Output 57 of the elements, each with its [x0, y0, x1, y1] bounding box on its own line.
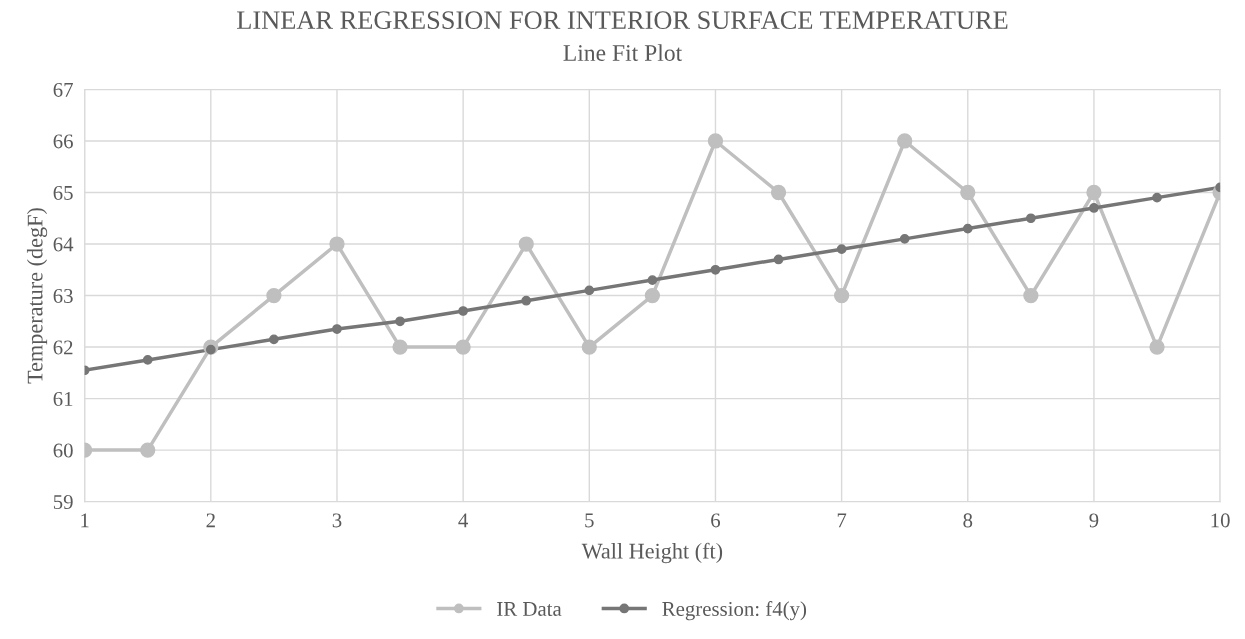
y-tick-label: 62: [53, 340, 73, 355]
y-tick-label: 60: [53, 443, 73, 458]
x-tick-label: 10: [1211, 513, 1230, 528]
point: [1086, 184, 1102, 201]
chart-title: LINEAR REGRESSION FOR INTERIOR SURFACE TEMPERATURE: [237, 11, 1008, 30]
point: [392, 339, 408, 355]
point: [1089, 203, 1099, 213]
x-tick-label: 1: [81, 513, 89, 528]
point: [899, 234, 910, 244]
point: [269, 334, 279, 345]
point: [1152, 192, 1162, 203]
x-tick-label: 8: [963, 513, 973, 528]
point: [584, 285, 595, 296]
point: [1025, 213, 1036, 224]
point: [960, 184, 976, 201]
x-tick-label: 6: [711, 513, 721, 528]
point: [836, 244, 847, 255]
y-axis-title: Temperature (degF): [26, 208, 48, 384]
point: [266, 287, 282, 304]
point: [329, 236, 345, 252]
point: [707, 133, 724, 149]
point: [518, 236, 534, 252]
y-tick-label: 65: [53, 185, 73, 200]
x-tick-label: 7: [837, 513, 847, 528]
point: [773, 254, 784, 265]
point: [770, 184, 787, 201]
point: [455, 339, 471, 355]
legend-label: Regression: f4(y): [662, 601, 807, 621]
point: [647, 275, 658, 285]
point: [581, 339, 597, 355]
x-tick-label: 4: [458, 513, 469, 528]
point: [140, 442, 156, 458]
point: [710, 264, 721, 275]
point: [521, 295, 532, 306]
y-tick-label: 67: [53, 82, 73, 97]
point: [833, 287, 850, 304]
legend-label: IR Data: [497, 602, 562, 616]
x-tick-label: 9: [1089, 513, 1099, 528]
y-tick-label: 61: [53, 392, 73, 407]
point: [644, 287, 661, 304]
point: [395, 316, 405, 327]
point: [962, 223, 973, 234]
point: [458, 306, 469, 316]
point: [142, 355, 153, 365]
point: [332, 324, 342, 334]
chart-subtitle: Line Fit Plot: [563, 44, 683, 61]
point: [897, 133, 913, 149]
x-tick-label: 5: [585, 513, 594, 528]
y-tick-label: 59: [53, 495, 73, 510]
y-tick-label: 63: [53, 288, 73, 303]
point: [1023, 287, 1039, 304]
y-tick-label: 66: [53, 134, 73, 149]
x-tick-label: 3: [332, 513, 342, 528]
x-tick-label: 2: [206, 513, 215, 528]
point: [1149, 339, 1165, 355]
y-tick-label: 64: [53, 237, 74, 252]
x-axis-title: Wall Height (ft): [581, 542, 723, 564]
